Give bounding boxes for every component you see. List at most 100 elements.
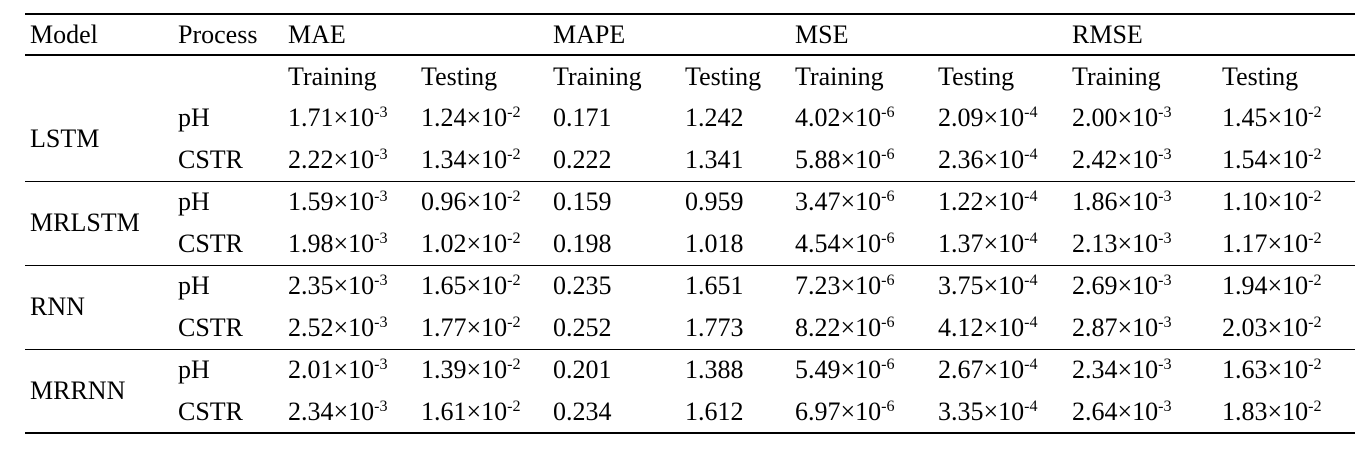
value-cell: 1.651 xyxy=(685,271,744,301)
row-lstm-cstr: CSTR 2.22×10-3 1.34×10-2 0.222 1.341 5.88×10-… xyxy=(25,139,1355,181)
model-cell-mrlstm: MRLSTM xyxy=(30,208,140,237)
metric-header-mape: MAPE xyxy=(553,19,626,49)
process-cell: pH xyxy=(178,187,210,217)
subheader-mse-testing: Testing xyxy=(938,61,1015,91)
value-cell: 8.22×10-6 xyxy=(795,312,895,342)
value-cell: 1.59×10-3 xyxy=(288,187,388,217)
value-cell: 0.171 xyxy=(553,103,612,132)
value-cell: 7.23×10-6 xyxy=(795,271,895,301)
value-cell: 2.09×10-4 xyxy=(938,103,1038,132)
metric-header-row: Model Process MAE MAPE MSE RMSE xyxy=(25,14,1355,55)
row-mrlstm-cstr: CSTR 1.98×10-3 1.02×10-2 0.198 1.018 4.54×10-… xyxy=(25,223,1355,265)
model-cell-mrrnn: MRRNN xyxy=(30,375,126,405)
subheader-mse-training: Training xyxy=(795,61,884,91)
value-cell: 1.02×10-2 xyxy=(421,228,521,258)
value-cell: 0.222 xyxy=(553,144,612,174)
value-cell: 1.388 xyxy=(685,355,744,385)
value-cell: 1.37×10-4 xyxy=(938,228,1038,258)
value-cell: 1.22×10-4 xyxy=(938,187,1038,217)
subheader-mae-training: Training xyxy=(288,61,377,91)
process-cell: pH xyxy=(178,271,210,301)
metric-header-mae: MAE xyxy=(288,19,346,49)
value-cell: 2.52×10-3 xyxy=(288,312,388,342)
process-cell: pH xyxy=(178,355,210,385)
value-cell: 4.02×10-6 xyxy=(795,103,895,132)
value-cell: 1.94×10-2 xyxy=(1222,271,1322,301)
empty-header-cell xyxy=(25,55,173,97)
table-header: Model Process MAE MAPE MSE RMSE Training Tes… xyxy=(25,14,1355,97)
value-cell: 0.159 xyxy=(553,187,612,217)
row-mrlstm-ph: MRLSTM pH 1.59×10-3 0.96×10-2 0.159 0.959 3.47… xyxy=(25,181,1355,237)
value-cell: 6.97×10-6 xyxy=(795,396,895,426)
value-cell: 1.98×10-3 xyxy=(288,228,388,258)
value-cell: 2.03×10-2 xyxy=(1222,312,1322,342)
value-cell: 0.234 xyxy=(553,396,612,426)
value-cell: 0.201 xyxy=(553,355,612,385)
value-cell: 3.47×10-6 xyxy=(795,187,895,217)
value-cell: 2.35×10-3 xyxy=(288,271,388,301)
value-cell: 1.773 xyxy=(685,312,744,342)
value-cell: 4.54×10-6 xyxy=(795,228,895,258)
row-rnn-cstr: CSTR 2.52×10-3 1.77×10-2 0.252 1.773 8.22×10-… xyxy=(25,307,1355,349)
value-cell: 1.61×10-2 xyxy=(421,396,521,426)
row-lstm-ph: LSTM pH 1.71×10-3 1.24×10-2 0.171 1.242 4.02×1… xyxy=(25,97,1355,153)
value-cell: 2.67×10-4 xyxy=(938,355,1038,385)
metric-header-mse: MSE xyxy=(795,19,849,49)
model-column-header: Model xyxy=(30,19,98,49)
value-cell: 1.54×10-2 xyxy=(1222,144,1322,174)
subheader-mape-testing: Testing xyxy=(685,61,762,91)
value-cell: 1.10×10-2 xyxy=(1222,187,1322,217)
table-body: LSTM pH 1.71×10-3 1.24×10-2 0.171 1.242 4.02×1… xyxy=(25,97,1355,433)
value-cell: 2.00×10-3 xyxy=(1072,103,1172,132)
value-cell: 1.39×10-2 xyxy=(421,355,521,385)
value-cell: 0.198 xyxy=(553,228,612,258)
value-cell: 1.77×10-2 xyxy=(421,312,521,342)
model-cell-rnn: RNN xyxy=(30,292,85,321)
value-cell: 2.69×10-3 xyxy=(1072,271,1172,301)
value-cell: 1.65×10-2 xyxy=(421,271,521,301)
value-cell: 1.612 xyxy=(685,396,744,426)
value-cell: 1.34×10-2 xyxy=(421,144,521,174)
empty-header-cell xyxy=(173,55,283,97)
value-cell: 2.22×10-3 xyxy=(288,144,388,174)
value-cell: 2.13×10-3 xyxy=(1072,228,1172,258)
process-cell: CSTR xyxy=(178,312,244,342)
subheader-rmse-training: Training xyxy=(1072,61,1161,91)
value-cell: 1.341 xyxy=(685,144,744,174)
row-mrrnn-cstr: CSTR 2.34×10-3 1.61×10-2 0.234 1.612 6.97×10-… xyxy=(25,391,1355,433)
process-cell: pH xyxy=(178,103,210,132)
value-cell: 1.018 xyxy=(685,228,744,258)
metric-header-rmse: RMSE xyxy=(1072,19,1143,49)
value-cell: 1.24×10-2 xyxy=(421,103,521,132)
value-cell: 2.36×10-4 xyxy=(938,144,1038,174)
value-cell: 2.01×10-3 xyxy=(288,355,388,385)
subheader-mape-training: Training xyxy=(553,61,642,91)
value-cell: 0.252 xyxy=(553,312,612,342)
value-cell: 3.75×10-4 xyxy=(938,271,1038,301)
value-cell: 0.96×10-2 xyxy=(421,187,521,217)
value-cell: 2.34×10-3 xyxy=(288,396,388,426)
model-cell-lstm: LSTM xyxy=(30,123,100,153)
subheader-rmse-testing: Testing xyxy=(1222,61,1299,91)
value-cell: 1.86×10-3 xyxy=(1072,187,1172,217)
row-mrrnn-ph: MRRNN pH 2.01×10-3 1.39×10-2 0.201 1.388 5.49×… xyxy=(25,349,1355,405)
value-cell: 3.35×10-4 xyxy=(938,396,1038,426)
value-cell: 1.83×10-2 xyxy=(1222,396,1322,426)
value-cell: 1.242 xyxy=(685,103,744,132)
value-cell: 5.88×10-6 xyxy=(795,144,895,174)
value-cell: 1.45×10-2 xyxy=(1222,103,1322,132)
value-cell: 1.63×10-2 xyxy=(1222,355,1322,385)
value-cell: 1.17×10-2 xyxy=(1222,228,1322,258)
value-cell: 2.34×10-3 xyxy=(1072,355,1172,385)
row-rnn-ph: RNN pH 2.35×10-3 1.65×10-2 0.235 1.651 7.23×10… xyxy=(25,265,1355,321)
value-cell: 0.959 xyxy=(685,187,744,217)
model-metrics-table: Model Process MAE MAPE MSE RMSE Training Tes… xyxy=(25,13,1355,434)
value-cell: 1.71×10-3 xyxy=(288,103,388,132)
process-cell: CSTR xyxy=(178,228,244,258)
value-cell: 2.64×10-3 xyxy=(1072,396,1172,426)
process-cell: CSTR xyxy=(178,144,244,174)
value-cell: 2.87×10-3 xyxy=(1072,312,1172,342)
process-column-header: Process xyxy=(178,19,258,49)
value-cell: 4.12×10-4 xyxy=(938,312,1038,342)
value-cell: 2.42×10-3 xyxy=(1072,144,1172,174)
